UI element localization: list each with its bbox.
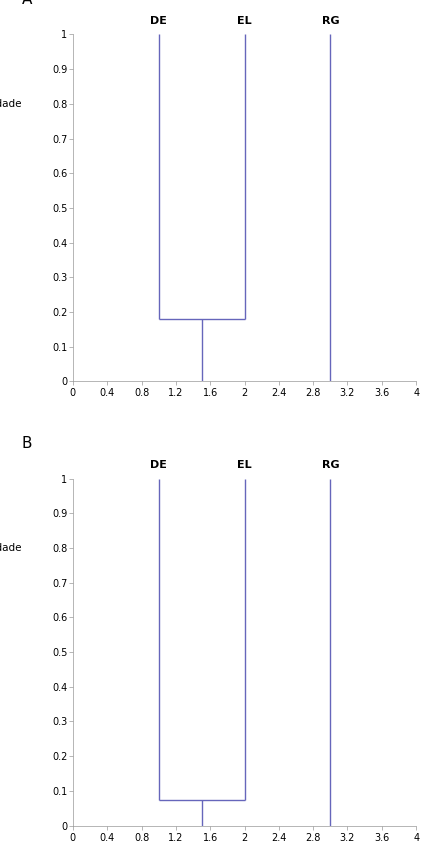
Text: Similaridade: Similaridade — [0, 543, 21, 553]
Text: DE: DE — [150, 460, 167, 470]
Text: A: A — [21, 0, 32, 7]
Text: DE: DE — [150, 16, 167, 26]
Text: EL: EL — [237, 460, 252, 470]
Text: B: B — [21, 436, 32, 451]
Text: RG: RG — [321, 460, 339, 470]
Text: Similaridade: Similaridade — [0, 99, 21, 109]
Text: EL: EL — [237, 16, 252, 26]
Text: RG: RG — [321, 16, 339, 26]
